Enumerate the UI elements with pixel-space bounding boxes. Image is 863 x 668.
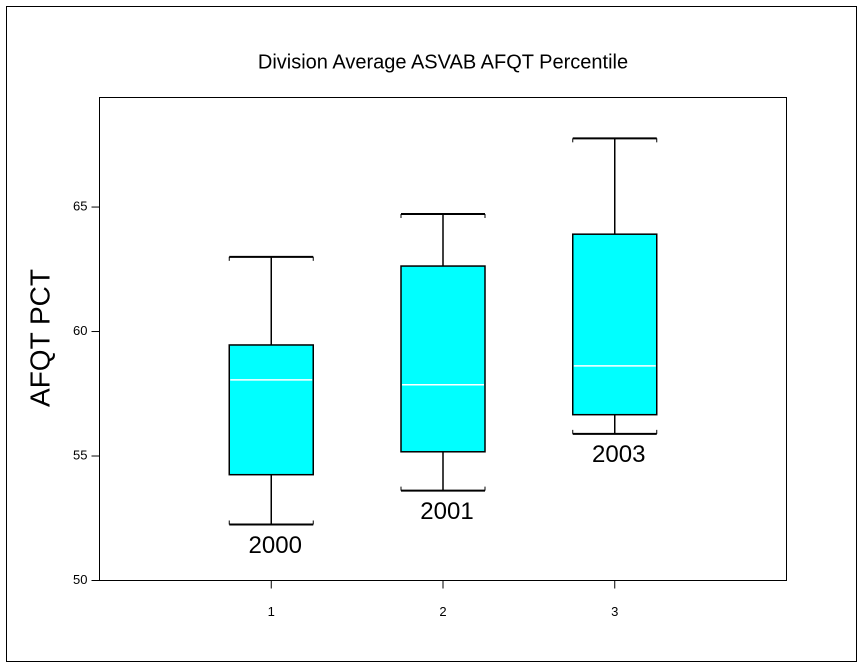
y-tick-label: 55 (73, 447, 87, 462)
box (228, 344, 314, 476)
x-tick-label: 3 (611, 604, 618, 619)
x-tick-label: 1 (268, 604, 275, 619)
y-axis-label: AFQT PCT (24, 269, 55, 407)
chart-title: Division Average ASVAB AFQT Percentile (258, 51, 628, 73)
box-label: 2003 (592, 441, 645, 468)
box (572, 233, 658, 416)
chart-border (6, 6, 857, 662)
box-label: 2000 (249, 532, 302, 559)
y-tick-label: 50 (73, 572, 87, 587)
x-tick-label: 2 (439, 604, 446, 619)
box (400, 265, 486, 453)
y-tick-label: 60 (73, 323, 87, 338)
box-label: 2001 (420, 498, 473, 525)
y-tick-label: 65 (73, 198, 87, 213)
